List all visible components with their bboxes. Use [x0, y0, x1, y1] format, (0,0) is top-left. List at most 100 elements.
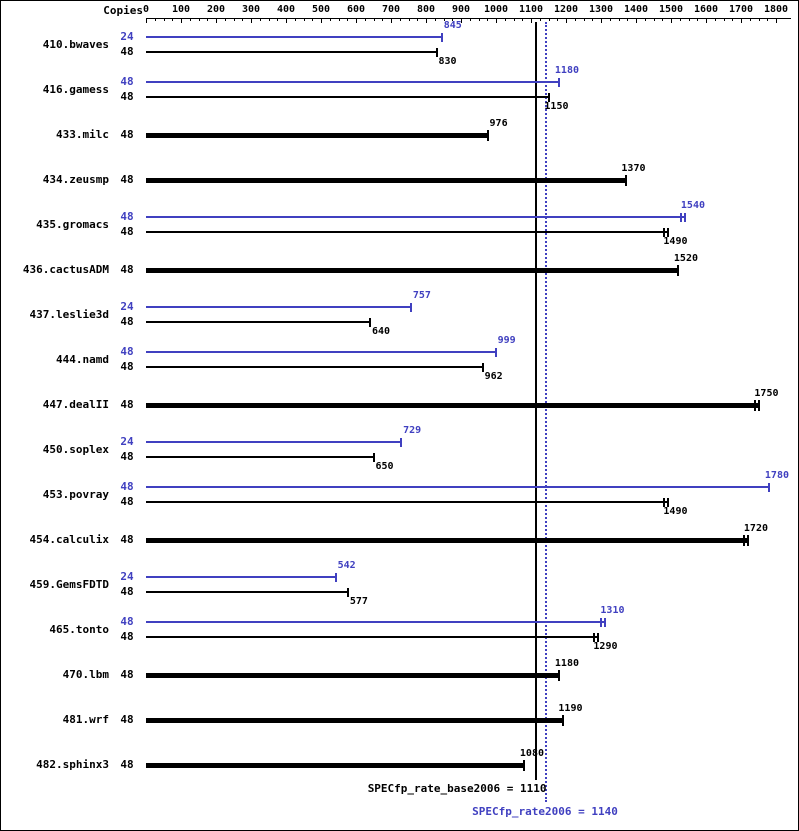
copies-value: 48 — [120, 128, 134, 141]
benchmark-name: 450.soplex — [42, 443, 109, 456]
copies-value: 48 — [120, 75, 134, 88]
x-axis-major-tick — [601, 19, 602, 23]
benchmark-name: 482.sphinx3 — [36, 758, 109, 771]
benchmark-name: 447.dealII — [42, 398, 109, 411]
copies-value: 48 — [120, 360, 134, 373]
x-axis-minor-tick — [242, 19, 244, 21]
x-axis-major-tick — [566, 19, 567, 23]
copies-value: 48 — [120, 615, 134, 628]
x-axis-minor-tick — [618, 19, 620, 21]
bar-end-marker — [666, 227, 669, 237]
x-axis-minor-tick — [644, 19, 646, 21]
x-axis-minor-tick — [487, 19, 489, 21]
x-axis-minor-tick — [723, 19, 725, 21]
bar-value-label: 1780 — [764, 470, 789, 481]
copies-value: 48 — [120, 398, 134, 411]
bar-value-label: 757 — [412, 290, 431, 301]
bar-value-label: 577 — [349, 596, 368, 607]
benchmark-name: 436.cactusADM — [22, 263, 109, 276]
x-axis-minor-tick — [714, 19, 716, 21]
result-bar — [146, 402, 759, 408]
bar-end-marker — [677, 264, 679, 276]
x-axis-major-tick — [181, 19, 182, 23]
result-bar — [146, 456, 374, 458]
x-axis-tick-label: 500 — [311, 4, 331, 15]
bar-end-marker — [435, 47, 438, 57]
base-reference-line — [534, 22, 537, 780]
result-bar — [146, 441, 402, 443]
x-axis-minor-tick — [557, 19, 559, 21]
x-axis-minor-tick — [417, 19, 419, 21]
x-axis-minor-tick — [294, 19, 296, 21]
base-result-label: SPECfp_rate_base2006 = 1110 — [367, 782, 547, 795]
x-axis-major-tick — [251, 19, 252, 23]
bar-value-label: 830 — [438, 56, 457, 67]
result-bar — [146, 231, 668, 233]
copies-value: 48 — [120, 210, 134, 223]
bar-end-marker — [624, 174, 627, 186]
bar-range-marker — [680, 212, 682, 222]
bar-value-label: 1180 — [554, 65, 579, 76]
peak-reference-line — [545, 22, 547, 802]
copies-value: 48 — [120, 758, 134, 771]
x-axis-tick-label: 700 — [381, 4, 401, 15]
x-axis-minor-tick — [732, 19, 734, 21]
result-bar — [146, 486, 769, 488]
x-axis-minor-tick — [522, 19, 524, 21]
benchmark-name: 416.gamess — [42, 83, 109, 96]
x-axis-minor-tick — [338, 19, 340, 21]
x-axis-major-tick — [531, 19, 532, 23]
bar-end-marker — [346, 587, 349, 597]
bar-value-label: 1490 — [663, 236, 688, 247]
copies-value: 48 — [120, 315, 134, 328]
result-bar — [146, 537, 748, 543]
bar-value-label: 1290 — [593, 641, 618, 652]
copies-value: 48 — [120, 585, 134, 598]
x-axis-minor-tick — [609, 19, 611, 21]
x-axis-line — [146, 18, 791, 19]
bar-value-label: 1370 — [621, 163, 646, 174]
x-axis-minor-tick — [758, 19, 760, 21]
x-axis-major-tick — [356, 19, 357, 23]
x-axis-minor-tick — [548, 19, 550, 21]
bar-value-label: 1720 — [743, 523, 768, 534]
benchmark-name: 470.lbm — [62, 668, 109, 681]
x-axis-tick-label: 100 — [171, 4, 191, 15]
x-axis-minor-tick — [198, 19, 200, 21]
benchmark-name: 481.wrf — [62, 713, 109, 726]
result-bar — [146, 36, 442, 38]
x-axis-major-tick — [286, 19, 287, 23]
bar-end-marker — [409, 302, 412, 312]
copies-column-header: Copies — [103, 4, 143, 17]
benchmark-name: 465.tonto — [49, 623, 109, 636]
bar-value-label: 1490 — [663, 506, 688, 517]
x-axis-tick-label: 800 — [416, 4, 436, 15]
bar-value-label: 976 — [489, 118, 508, 129]
bar-range-marker — [599, 617, 602, 627]
x-axis-minor-tick — [592, 19, 594, 21]
x-axis-minor-tick — [688, 19, 690, 21]
x-axis-tick-label: 600 — [346, 4, 366, 15]
copies-value: 48 — [120, 630, 134, 643]
result-bar — [146, 717, 563, 723]
bar-end-marker — [481, 362, 484, 372]
x-axis-tick-label: 1100 — [518, 4, 544, 15]
benchmark-name: 433.milc — [56, 128, 109, 141]
result-bar — [146, 636, 598, 638]
x-axis-major-tick — [146, 19, 147, 23]
x-axis-minor-tick — [268, 19, 270, 21]
bar-value-label: 1180 — [554, 658, 579, 669]
copies-value: 48 — [120, 495, 134, 508]
bar-end-marker — [334, 572, 337, 582]
bar-end-marker — [547, 92, 550, 102]
bar-end-marker — [523, 759, 525, 771]
result-bar — [146, 351, 496, 353]
copies-value: 24 — [120, 435, 134, 448]
bar-end-marker — [494, 347, 497, 357]
bar-end-marker — [666, 497, 669, 507]
benchmark-name: 437.leslie3d — [29, 308, 109, 321]
benchmark-name: 434.zeusmp — [42, 173, 109, 186]
x-axis-minor-tick — [443, 19, 445, 21]
x-axis-minor-tick — [583, 19, 585, 21]
x-axis-minor-tick — [277, 19, 279, 21]
